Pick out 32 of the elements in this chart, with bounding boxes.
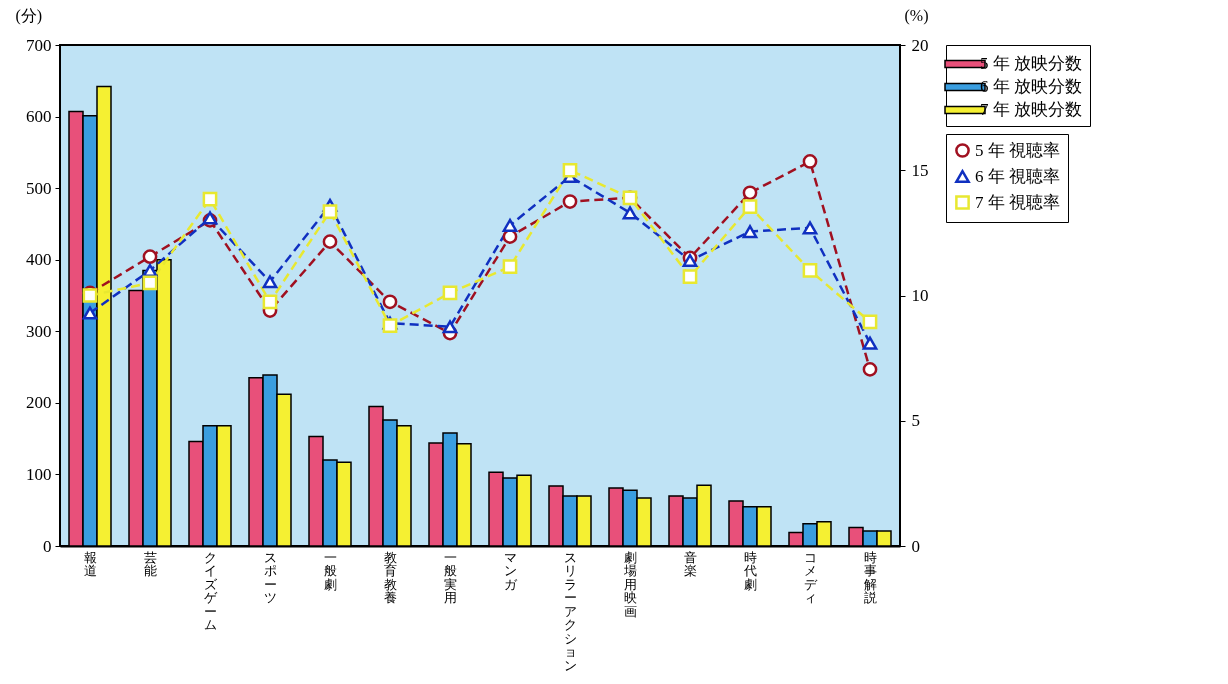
- x-tick-label: 音楽: [683, 549, 697, 578]
- legend-label: 5 年 視聴率: [975, 140, 1060, 160]
- x-tick-label: 芸能: [143, 549, 157, 578]
- y-tick-label: 600: [26, 107, 52, 127]
- y2-axis-title: (%): [904, 6, 929, 25]
- y-tick-label: 400: [26, 250, 52, 270]
- y2-tick-label: 10: [911, 286, 929, 305]
- x-tick-label: 報道: [83, 549, 97, 578]
- x-tick-label: 劇場用映画: [622, 549, 637, 619]
- x-tick-label: 教育教養: [383, 549, 397, 605]
- y2-tick-label: 0: [911, 536, 920, 556]
- x-tick-label: スポーツ: [263, 549, 277, 605]
- x-tick-label: コメディ: [803, 549, 818, 605]
- x-tick-label: 一般劇: [323, 549, 337, 592]
- x-tick-label: クイズゲーム: [203, 549, 218, 632]
- x-tick-label: 時事解説: [863, 549, 877, 605]
- y2-tick-label: 15: [911, 160, 929, 180]
- y2-tick-label: 20: [911, 35, 929, 55]
- legend-label: 6 年 視聴率: [975, 166, 1060, 186]
- x-tick-label: 一般実用: [443, 549, 457, 605]
- legend-label: 7 年 視聴率: [975, 192, 1060, 212]
- x-tick-label: マンガ: [503, 549, 518, 592]
- category-label: スリラーアクション: [563, 549, 577, 673]
- y-tick-label: 500: [26, 178, 52, 198]
- y-tick-label: 300: [26, 321, 52, 341]
- y2-tick-label: 5: [911, 411, 920, 431]
- y-tick-label: 0: [43, 536, 52, 556]
- y-axis-title: (分): [15, 6, 43, 25]
- x-tick-label: 時代劇: [742, 549, 757, 592]
- y-tick-label: 700: [26, 35, 52, 55]
- y-tick-label: 100: [26, 464, 52, 484]
- y-tick-label: 200: [26, 393, 52, 413]
